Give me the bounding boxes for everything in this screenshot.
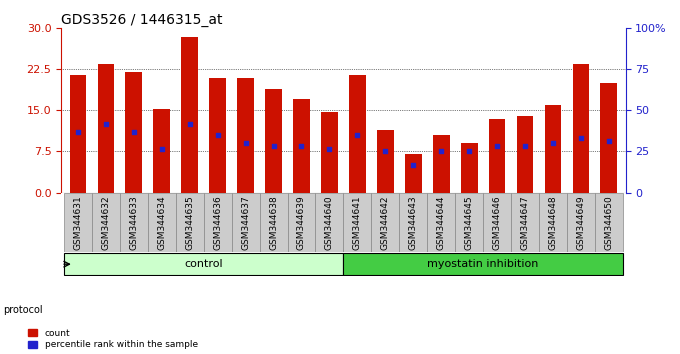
Bar bbox=[349, 75, 366, 193]
Bar bbox=[265, 88, 282, 193]
Text: GSM344631: GSM344631 bbox=[73, 195, 82, 250]
Point bbox=[73, 130, 84, 135]
Bar bbox=[511, 193, 539, 252]
Bar bbox=[595, 193, 623, 252]
Bar bbox=[517, 116, 533, 193]
Point bbox=[240, 141, 251, 146]
Text: GSM344647: GSM344647 bbox=[520, 195, 530, 250]
Text: GDS3526 / 1446315_at: GDS3526 / 1446315_at bbox=[61, 13, 222, 27]
Bar bbox=[399, 193, 427, 252]
Text: GSM344649: GSM344649 bbox=[577, 195, 585, 250]
Text: GSM344643: GSM344643 bbox=[409, 195, 418, 250]
Bar bbox=[209, 78, 226, 193]
Bar bbox=[455, 193, 483, 252]
Bar bbox=[148, 193, 175, 252]
Bar bbox=[567, 193, 595, 252]
Text: GSM344640: GSM344640 bbox=[325, 195, 334, 250]
Point bbox=[156, 146, 167, 152]
Text: control: control bbox=[184, 259, 223, 269]
Point bbox=[212, 132, 223, 138]
Bar bbox=[321, 112, 338, 193]
Point bbox=[296, 143, 307, 149]
Bar bbox=[97, 64, 114, 193]
Bar bbox=[120, 193, 148, 252]
Text: GSM344646: GSM344646 bbox=[492, 195, 502, 250]
Point bbox=[492, 143, 503, 149]
Bar bbox=[288, 193, 316, 252]
Text: GSM344634: GSM344634 bbox=[157, 195, 167, 250]
Point bbox=[380, 149, 391, 154]
Text: GSM344648: GSM344648 bbox=[549, 195, 558, 250]
Text: GSM344638: GSM344638 bbox=[269, 195, 278, 250]
Bar bbox=[182, 36, 198, 193]
Point bbox=[575, 135, 586, 141]
Bar bbox=[64, 253, 343, 275]
Text: GSM344635: GSM344635 bbox=[185, 195, 194, 250]
Point bbox=[184, 121, 195, 127]
Bar bbox=[371, 193, 399, 252]
Bar bbox=[316, 193, 343, 252]
Bar bbox=[293, 99, 310, 193]
Text: protocol: protocol bbox=[3, 305, 43, 315]
Legend: count, percentile rank within the sample: count, percentile rank within the sample bbox=[29, 329, 198, 349]
Bar bbox=[427, 193, 455, 252]
Text: GSM344637: GSM344637 bbox=[241, 195, 250, 250]
Bar bbox=[377, 130, 394, 193]
Bar bbox=[154, 109, 170, 193]
Bar bbox=[573, 64, 590, 193]
Text: GSM344644: GSM344644 bbox=[437, 195, 445, 250]
Bar bbox=[600, 83, 617, 193]
Text: GSM344642: GSM344642 bbox=[381, 195, 390, 250]
Text: GSM344632: GSM344632 bbox=[101, 195, 110, 250]
Bar bbox=[64, 193, 92, 252]
Bar bbox=[489, 119, 505, 193]
Text: GSM344650: GSM344650 bbox=[605, 195, 613, 250]
Text: myostatin inhibition: myostatin inhibition bbox=[428, 259, 539, 269]
Bar bbox=[405, 154, 422, 193]
Point bbox=[352, 132, 363, 138]
Bar bbox=[545, 105, 561, 193]
Bar bbox=[237, 78, 254, 193]
Bar bbox=[539, 193, 567, 252]
Bar bbox=[432, 135, 449, 193]
Text: GSM344641: GSM344641 bbox=[353, 195, 362, 250]
Text: GSM344639: GSM344639 bbox=[297, 195, 306, 250]
Point bbox=[464, 149, 475, 154]
Point bbox=[436, 149, 447, 154]
Point bbox=[324, 146, 335, 152]
Bar bbox=[260, 193, 288, 252]
Point bbox=[408, 162, 419, 168]
Point bbox=[101, 121, 112, 127]
Text: GSM344633: GSM344633 bbox=[129, 195, 138, 250]
Bar bbox=[175, 193, 204, 252]
Point bbox=[520, 143, 530, 149]
Bar bbox=[126, 72, 142, 193]
Bar bbox=[343, 193, 371, 252]
Bar bbox=[483, 193, 511, 252]
Text: GSM344636: GSM344636 bbox=[213, 195, 222, 250]
Point bbox=[268, 143, 279, 149]
Point bbox=[603, 138, 614, 143]
Bar bbox=[92, 193, 120, 252]
Bar bbox=[343, 253, 623, 275]
Bar bbox=[461, 143, 477, 193]
Bar bbox=[69, 75, 86, 193]
Bar bbox=[204, 193, 232, 252]
Point bbox=[129, 130, 139, 135]
Point bbox=[547, 141, 558, 146]
Text: GSM344645: GSM344645 bbox=[464, 195, 474, 250]
Bar bbox=[232, 193, 260, 252]
